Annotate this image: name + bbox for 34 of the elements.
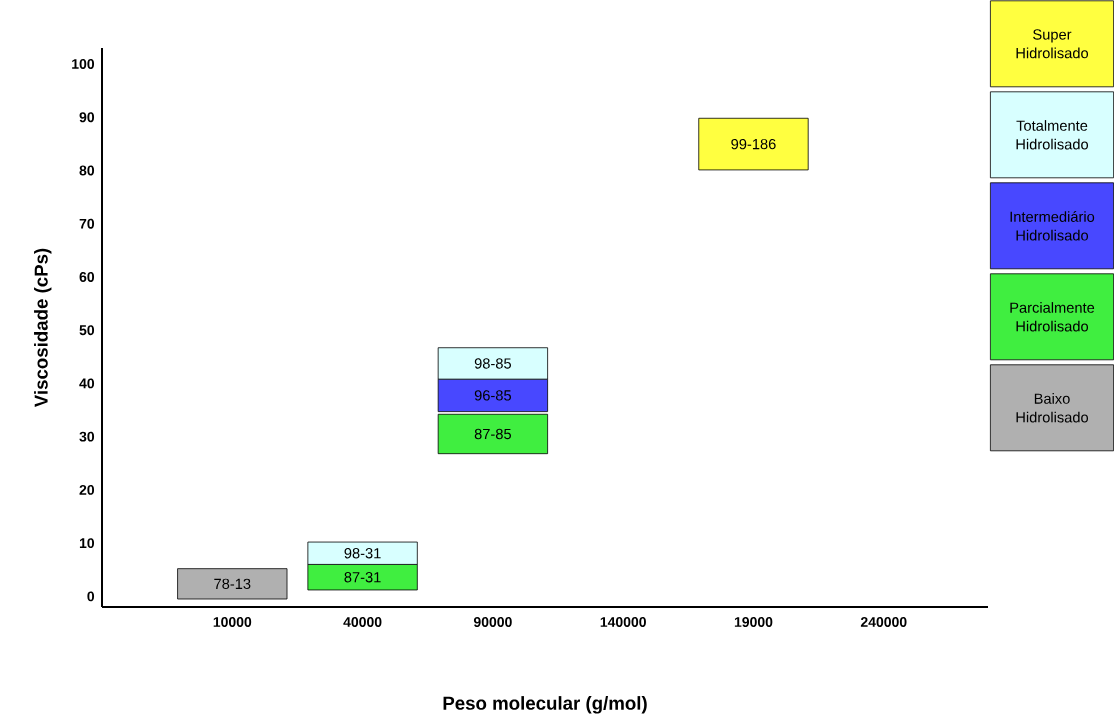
data-label: 96-85	[474, 390, 512, 401]
text: Intermediário Hidrolisado	[1010, 210, 1095, 241]
x-tick-label: 90000	[473, 617, 512, 627]
y-tick-label: 0	[87, 591, 95, 602]
y-tick-label: 20	[79, 484, 95, 495]
y-tick-label: 40	[79, 378, 95, 389]
bar	[437, 413, 549, 455]
x-tick-label: 140000	[600, 617, 646, 627]
data-label: 78-13	[214, 578, 251, 590]
text: Totalmente Hidrolisado	[1016, 120, 1089, 150]
x-tick-label: 40000	[343, 617, 382, 627]
data-label: 87-31	[344, 571, 381, 583]
data-label: 99-186	[731, 138, 776, 150]
y-tick-label: 10	[79, 538, 95, 549]
y-tick-label: 100	[72, 59, 95, 69]
data-label: 98-31	[344, 548, 381, 559]
x-tick-label: 19000	[734, 617, 773, 627]
data-label: 87-85	[474, 428, 512, 440]
bar	[698, 117, 809, 171]
x-axis-title: Peso molecular (g/mol)	[443, 696, 647, 714]
text: Parcialmente Hidrolisado	[1010, 302, 1095, 332]
bar	[177, 568, 288, 600]
text: Baixo Hidrolisado	[1016, 393, 1089, 423]
y-tick-label: 70	[79, 218, 95, 229]
y-tick-label: 90	[79, 112, 95, 123]
data-label: 98-85	[474, 358, 512, 369]
y-tick-label: 30	[79, 431, 95, 442]
y-axis-title: Viscosidade (cPs)	[34, 248, 52, 408]
text: Super Hidrolisado	[1016, 29, 1089, 59]
x-tick-label: 240000	[860, 617, 907, 627]
y-tick-label: 60	[79, 271, 95, 282]
y-tick-label: 50	[79, 325, 95, 336]
y-tick-label: 80	[79, 165, 95, 176]
x-tick-label: 10000	[213, 617, 252, 627]
